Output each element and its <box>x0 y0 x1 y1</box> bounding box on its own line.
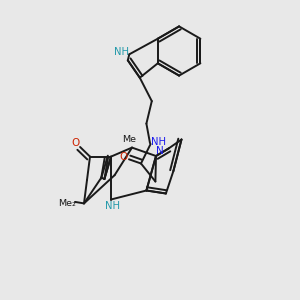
Text: Me₂: Me₂ <box>58 199 76 208</box>
Text: N: N <box>156 146 164 156</box>
Text: Me: Me <box>123 135 136 144</box>
Text: O: O <box>71 138 79 148</box>
Text: NH: NH <box>114 47 129 57</box>
Text: NH: NH <box>105 201 120 211</box>
Text: NH: NH <box>152 136 166 147</box>
Text: O: O <box>119 152 128 162</box>
